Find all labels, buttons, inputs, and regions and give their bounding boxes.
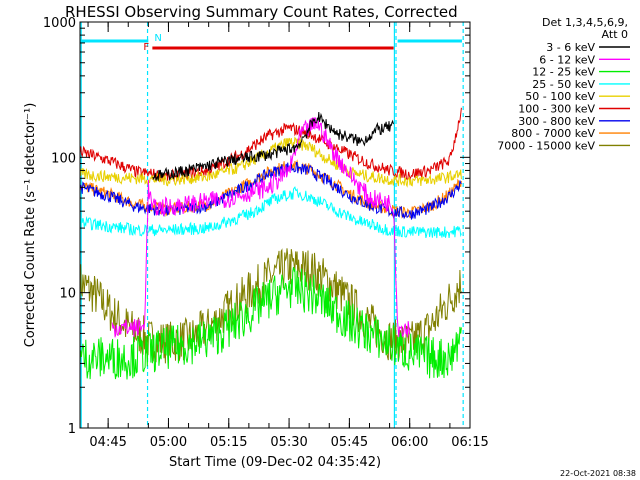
x-axis-label: Start Time (09-Dec-02 04:35:42) [169,455,381,470]
flag-label-N: N [154,33,161,44]
legend-label-2: 12 - 25 keV [532,66,595,79]
legend-label-4: 50 - 100 keV [525,90,595,103]
legend-label-3: 25 - 50 keV [532,78,595,91]
footer-timestamp: 22-Oct-2021 08:38 [560,469,636,478]
legend-header-attenuator: Att 0 [602,28,628,41]
x-tick-label-0530: 05:30 [270,435,307,450]
x-tick-label-0615: 06:15 [451,435,488,450]
chart-title: RHESSI Observing Summary Count Rates, Co… [65,3,458,21]
flag-label-F: F [143,42,149,53]
y-tick-label-10: 10 [59,287,76,302]
x-tick-label-0500: 05:00 [150,435,187,450]
series-line-300-800-kev [79,162,462,220]
series-line-3-6-kev [152,111,394,181]
legend-header-detectors: Det 1,3,4,5,6,9, [542,16,628,29]
legend-label-6: 300 - 800 keV [518,115,595,128]
legend-label-7: 800 - 7000 keV [511,127,595,140]
series-line-50-100-kev [79,136,462,188]
plot-frame [79,21,471,429]
series-line-12-25-kev [79,266,462,380]
legend-label-5: 100 - 300 keV [518,103,595,116]
y-axis-label: Corrected Count Rate (s⁻¹ detector⁻¹) [23,103,38,348]
legend-label-0: 3 - 6 keV [546,41,595,54]
legend-label-1: 6 - 12 keV [539,53,595,66]
legend-label-8: 7000 - 15000 keV [497,139,595,152]
y-tick-label-1: 1 [68,422,76,437]
series-line-6-12-kev [111,117,411,338]
x-tick-label-0545: 05:45 [331,435,368,450]
x-tick-label-0445: 04:45 [89,435,126,450]
series-line-100-300-kev [79,107,462,183]
y-tick-label-1000: 1000 [43,16,76,31]
x-tick-label-0515: 05:15 [210,435,247,450]
x-tick-label-0600: 06:00 [391,435,428,450]
y-tick-label-100: 100 [51,151,76,166]
series-line-25-50-kev [79,186,462,239]
